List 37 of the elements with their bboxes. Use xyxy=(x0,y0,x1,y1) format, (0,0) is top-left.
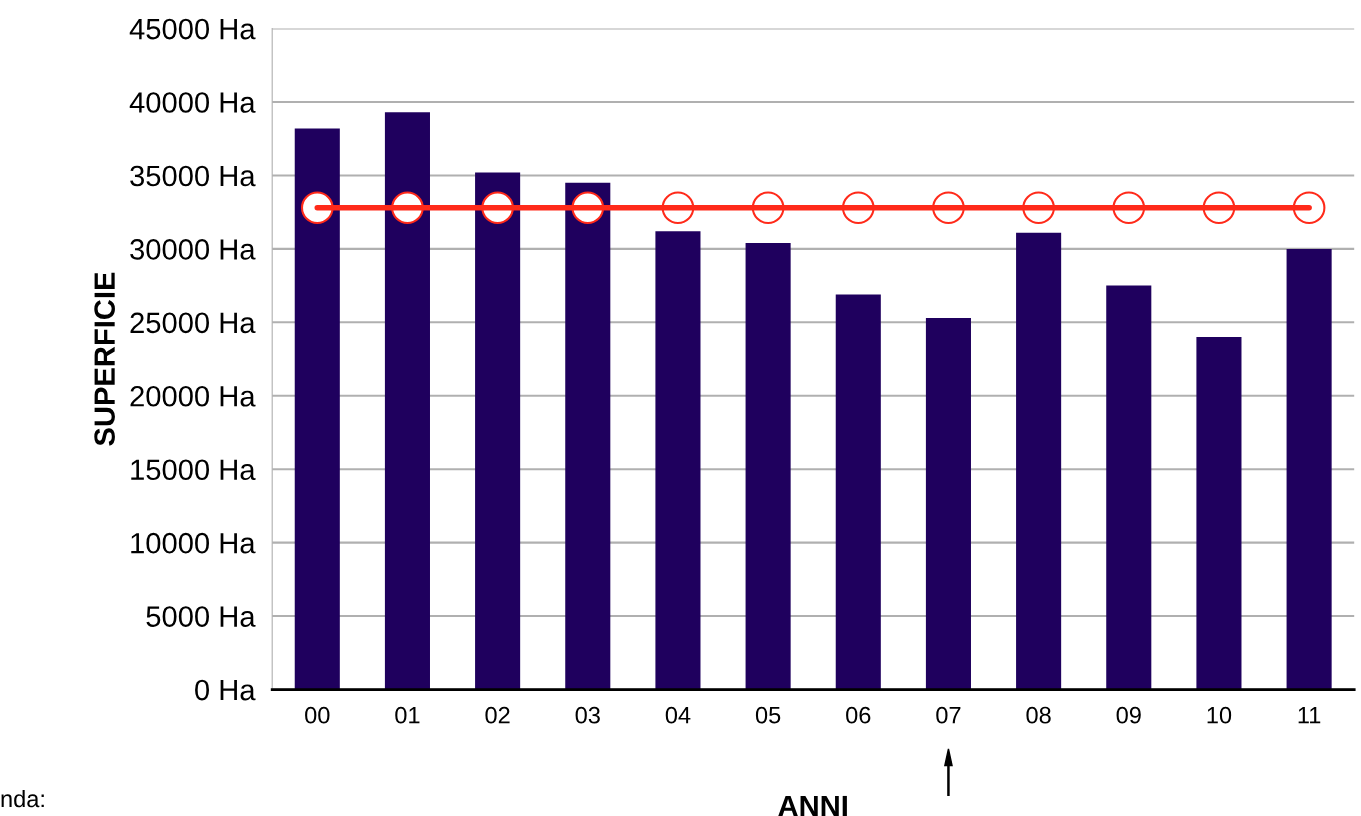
bar xyxy=(655,231,701,690)
y-axis-title: SUPERFICIE xyxy=(94,272,115,446)
bar xyxy=(1286,248,1332,690)
x-tick-label: 08 xyxy=(1026,706,1051,724)
x-tick-label: 09 xyxy=(1116,706,1141,724)
text: nda: xyxy=(1,789,44,808)
bar xyxy=(1106,285,1152,690)
bar xyxy=(565,182,611,690)
y-tick-label: 45000 Ha xyxy=(129,18,256,40)
y-tick-label: 10000 Ha xyxy=(131,532,256,554)
x-tick-label: 03 xyxy=(575,706,600,724)
bar xyxy=(835,294,881,690)
bar xyxy=(384,112,430,690)
x-axis-title: ANNI xyxy=(778,795,847,816)
x-tick-label: 10 xyxy=(1207,706,1232,724)
x-tick-label: 02 xyxy=(485,706,510,724)
y-tick-label: 25000 Ha xyxy=(130,312,256,334)
y-tick-label: 35000 Ha xyxy=(130,165,256,187)
x-tick-label: 00 xyxy=(305,706,330,724)
bar xyxy=(925,317,971,690)
x-tick-label: 05 xyxy=(755,706,781,724)
bar xyxy=(1196,337,1242,690)
x-tick-label: 06 xyxy=(846,706,871,724)
bar xyxy=(1016,232,1062,690)
x-tick-label: 11 xyxy=(1298,707,1321,724)
y-tick-label: 20000 Ha xyxy=(130,385,256,407)
x-tick-label: 07 xyxy=(936,706,961,724)
bar xyxy=(745,243,791,690)
bar xyxy=(294,128,340,690)
y-tick-label: 30000 Ha xyxy=(130,239,256,260)
bar xyxy=(475,172,521,690)
y-tick-label: 5000 Ha xyxy=(146,606,256,627)
y-tick-label: 15000 Ha xyxy=(131,459,256,481)
x-tick-label: 01 xyxy=(395,706,420,724)
x-tick-label: 04 xyxy=(665,706,691,724)
y-tick-label: 0 Ha xyxy=(195,679,256,701)
y-tick-label: 40000 Ha xyxy=(129,92,256,113)
